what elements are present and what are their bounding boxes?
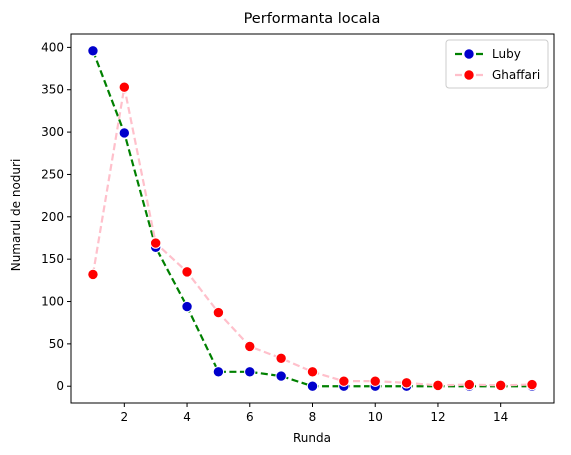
plot-frame [70, 33, 555, 404]
y-tick-label: 150 [41, 252, 64, 266]
x-axis-label: Runda [293, 431, 331, 445]
series-line-ghaffari [91, 86, 533, 387]
data-point-luby [212, 366, 225, 378]
y-axis-label: Numarul de noduri [9, 159, 23, 272]
data-point-ghaffari [212, 306, 225, 319]
legend-label-ghaffari: Ghaffari [492, 68, 540, 82]
x-tick-label: 10 [368, 410, 383, 424]
data-point-luby [306, 380, 319, 392]
data-point-ghaffari [181, 266, 193, 278]
data-point-ghaffari [149, 237, 162, 249]
legend-swatch-marker [463, 69, 475, 81]
data-point-luby [244, 366, 256, 378]
x-tick-label: 12 [430, 410, 445, 424]
y-tick-label: 400 [41, 40, 64, 54]
series-line-luby [91, 50, 533, 388]
y-tick-label: 200 [41, 210, 64, 224]
x-tick-label: 14 [493, 410, 508, 424]
data-point-luby [275, 370, 287, 382]
data-point-ghaffari [369, 375, 381, 387]
y-tick-label: 0 [56, 379, 64, 393]
x-tick-label: 2 [120, 410, 128, 424]
x-tick-label: 8 [309, 410, 317, 424]
y-tick-label: 300 [41, 125, 64, 139]
data-point-ghaffari [494, 379, 507, 392]
data-point-ghaffari [526, 378, 538, 391]
data-point-ghaffari [432, 379, 444, 392]
legend: Luby Ghaffari [445, 39, 549, 89]
y-tick-label: 350 [41, 83, 64, 97]
data-point-luby [87, 45, 99, 57]
x-tick-label: 4 [183, 410, 191, 424]
data-point-ghaffari [275, 352, 287, 364]
y-tick-label: 100 [41, 295, 64, 309]
data-point-ghaffari [306, 366, 319, 378]
legend-label-luby: Luby [492, 47, 521, 61]
data-point-ghaffari [244, 340, 256, 353]
legend-swatch-marker [463, 48, 475, 60]
data-point-ghaffari [338, 375, 350, 387]
y-tick-label: 50 [49, 337, 64, 351]
data-point-luby [181, 300, 193, 313]
data-point-ghaffari [118, 81, 131, 93]
plot-area: 2 4 6 8 10 12 14 0 50 100 150 200 250 300 350 400 [41, 33, 555, 424]
x-tick-label: 6 [246, 410, 254, 424]
data-point-luby [118, 127, 131, 139]
y-tick-label: 250 [41, 167, 64, 181]
chart-title: Performanta locala [244, 11, 381, 27]
data-point-ghaffari [400, 377, 413, 389]
data-point-ghaffari [463, 378, 476, 391]
data-point-ghaffari [87, 268, 99, 281]
